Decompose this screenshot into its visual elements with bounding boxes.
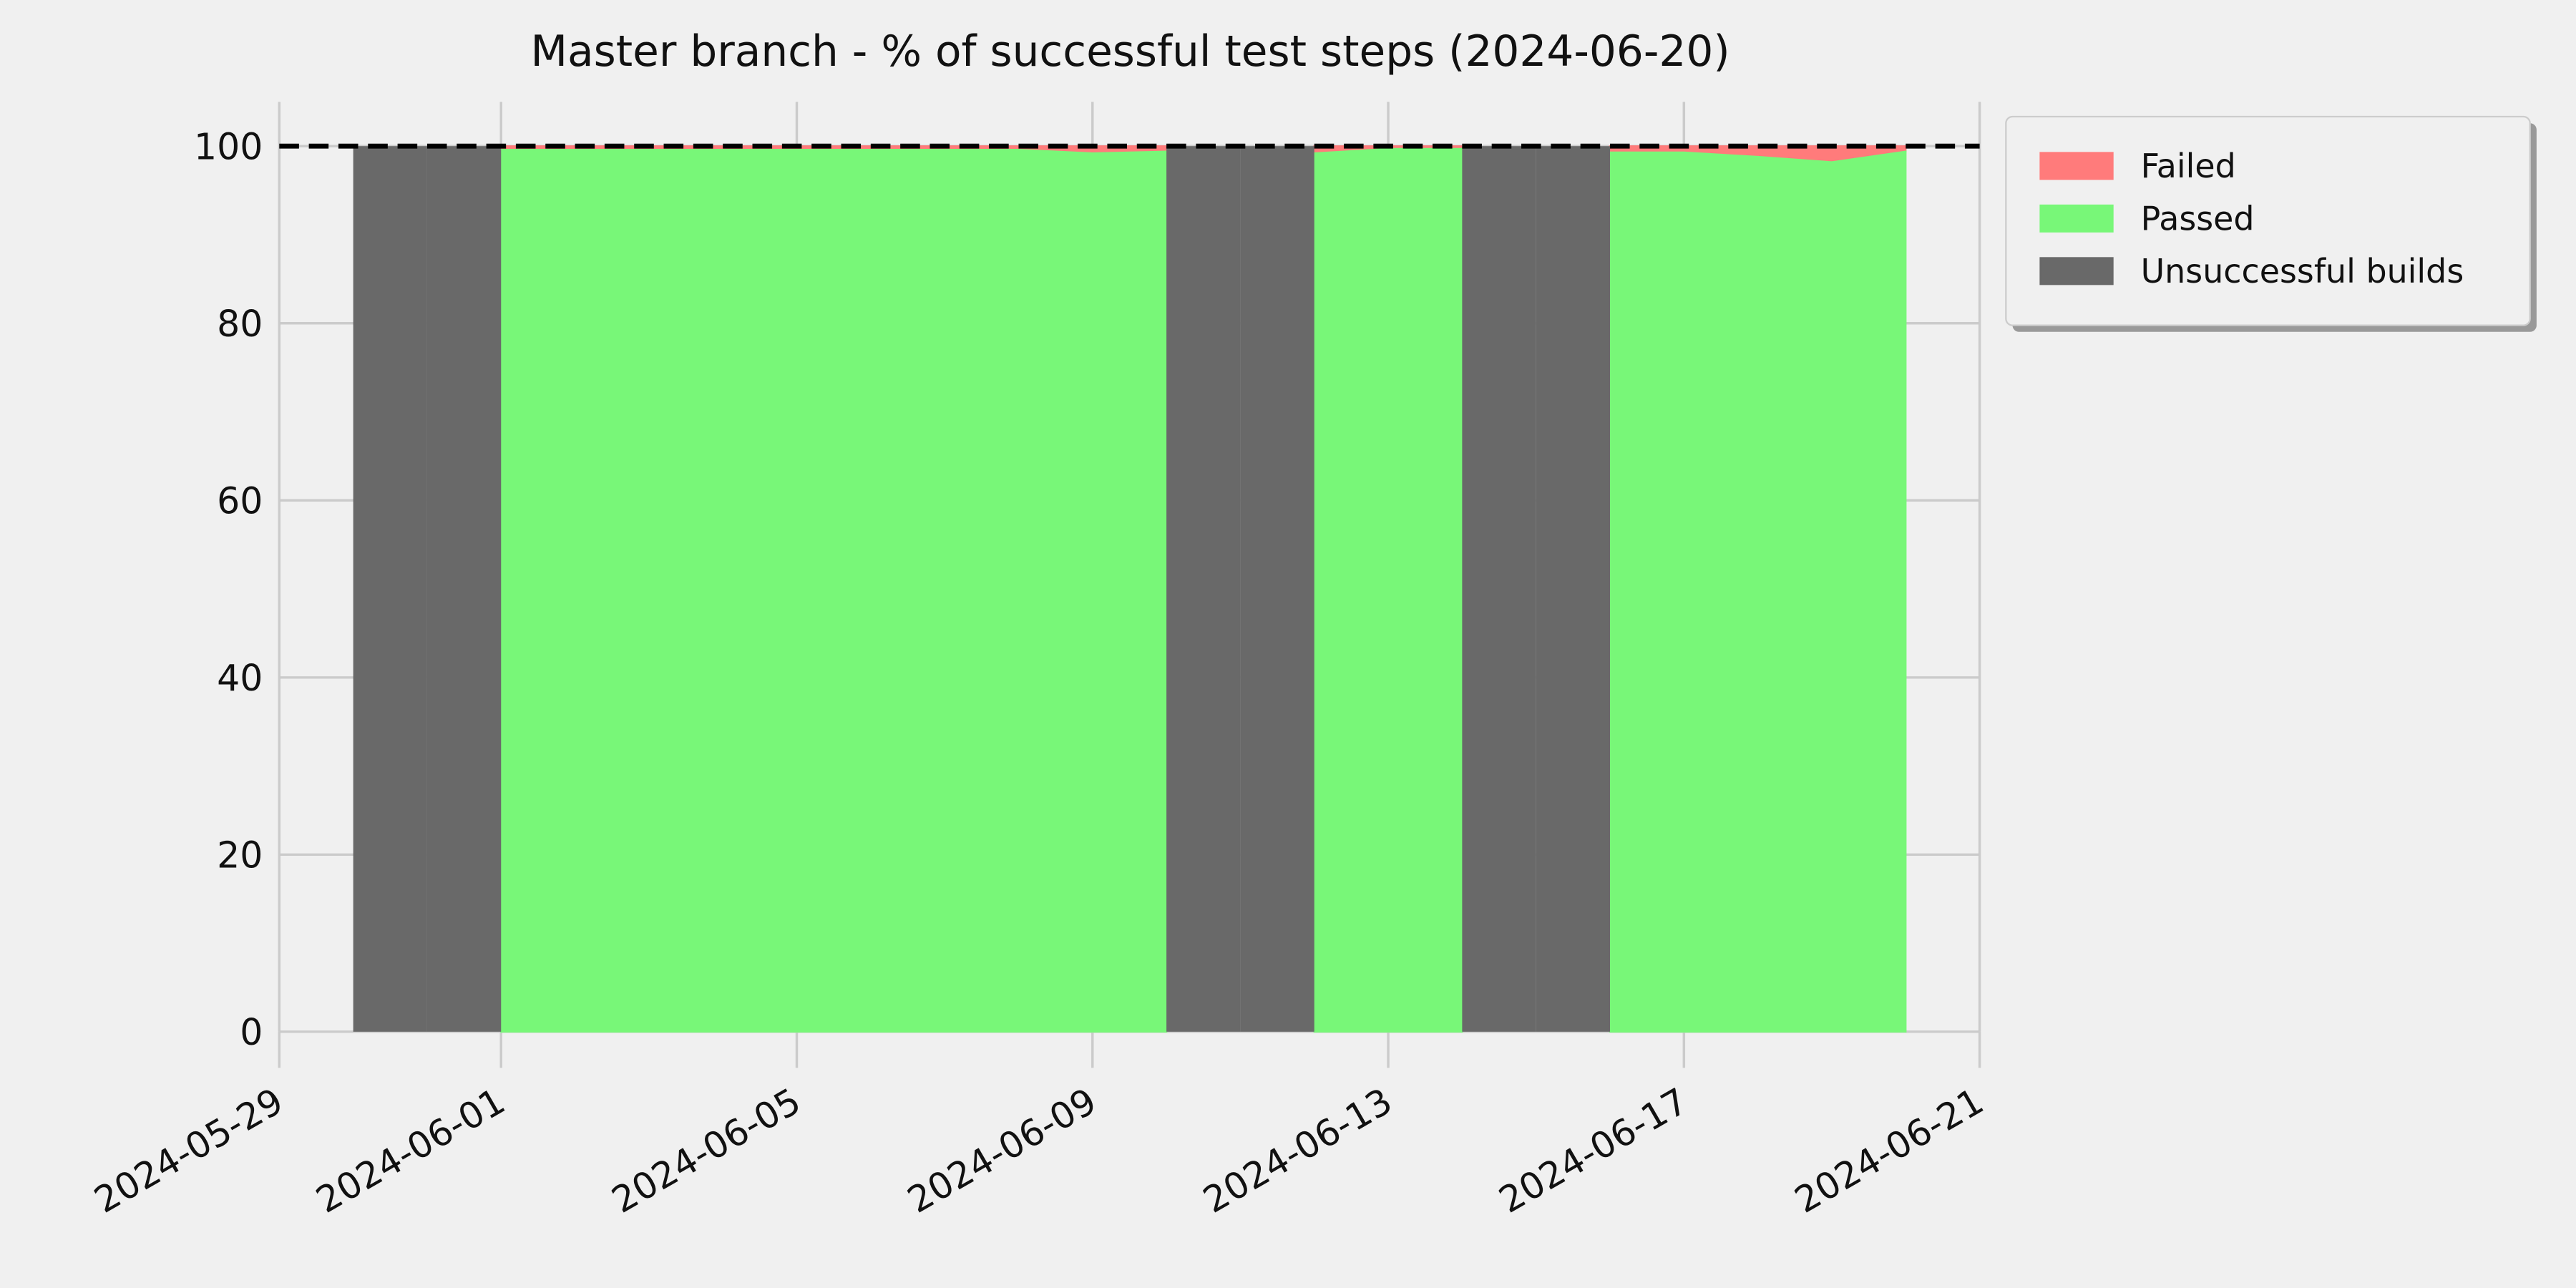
area-block (353, 146, 427, 1032)
chart-title: Master branch - % of successful test ste… (531, 27, 1730, 77)
legend-label: Passed (2141, 199, 2255, 238)
area (500, 149, 1168, 1033)
y-tick-label: 0 (240, 1011, 263, 1053)
area-block (426, 146, 502, 1032)
legend-label: Failed (2141, 147, 2236, 185)
area-block (1166, 146, 1241, 1032)
y-tick-label: 20 (217, 834, 263, 877)
y-tick-label: 100 (194, 126, 263, 168)
area-block (1536, 146, 1610, 1032)
area (1313, 147, 1463, 1033)
area (1609, 150, 1907, 1033)
legend (2005, 115, 2531, 326)
y-tick-label: 80 (217, 303, 263, 345)
legend-swatch (2039, 257, 2114, 286)
legend-swatch (2039, 152, 2114, 180)
area-block (1462, 146, 1536, 1032)
legend-swatch (2039, 204, 2114, 233)
legend-label: Unsuccessful builds (2141, 252, 2464, 291)
y-tick-label: 60 (217, 480, 263, 522)
area-block (1240, 146, 1314, 1032)
y-tick-label: 40 (217, 657, 263, 699)
